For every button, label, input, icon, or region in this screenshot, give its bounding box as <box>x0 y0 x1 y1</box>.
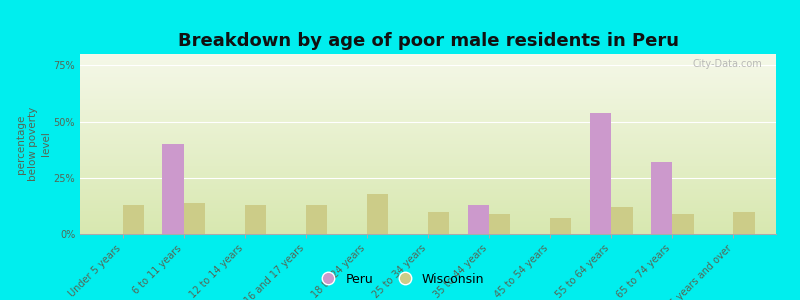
Bar <box>184 202 205 234</box>
Bar <box>590 112 611 234</box>
Bar <box>367 194 388 234</box>
Text: City-Data.com: City-Data.com <box>692 59 762 69</box>
Bar <box>651 162 672 234</box>
Bar <box>122 205 144 234</box>
Bar <box>734 212 754 234</box>
Bar <box>245 205 266 234</box>
Bar <box>489 214 510 234</box>
Bar <box>306 205 327 234</box>
Bar <box>468 205 489 234</box>
Y-axis label: percentage
below poverty
level: percentage below poverty level <box>16 107 50 181</box>
Bar <box>550 218 571 234</box>
Bar <box>672 214 694 234</box>
Bar <box>162 144 184 234</box>
Title: Breakdown by age of poor male residents in Peru: Breakdown by age of poor male residents … <box>178 32 678 50</box>
Bar <box>611 207 633 234</box>
Bar <box>428 212 450 234</box>
Legend: Peru, Wisconsin: Peru, Wisconsin <box>310 268 490 291</box>
